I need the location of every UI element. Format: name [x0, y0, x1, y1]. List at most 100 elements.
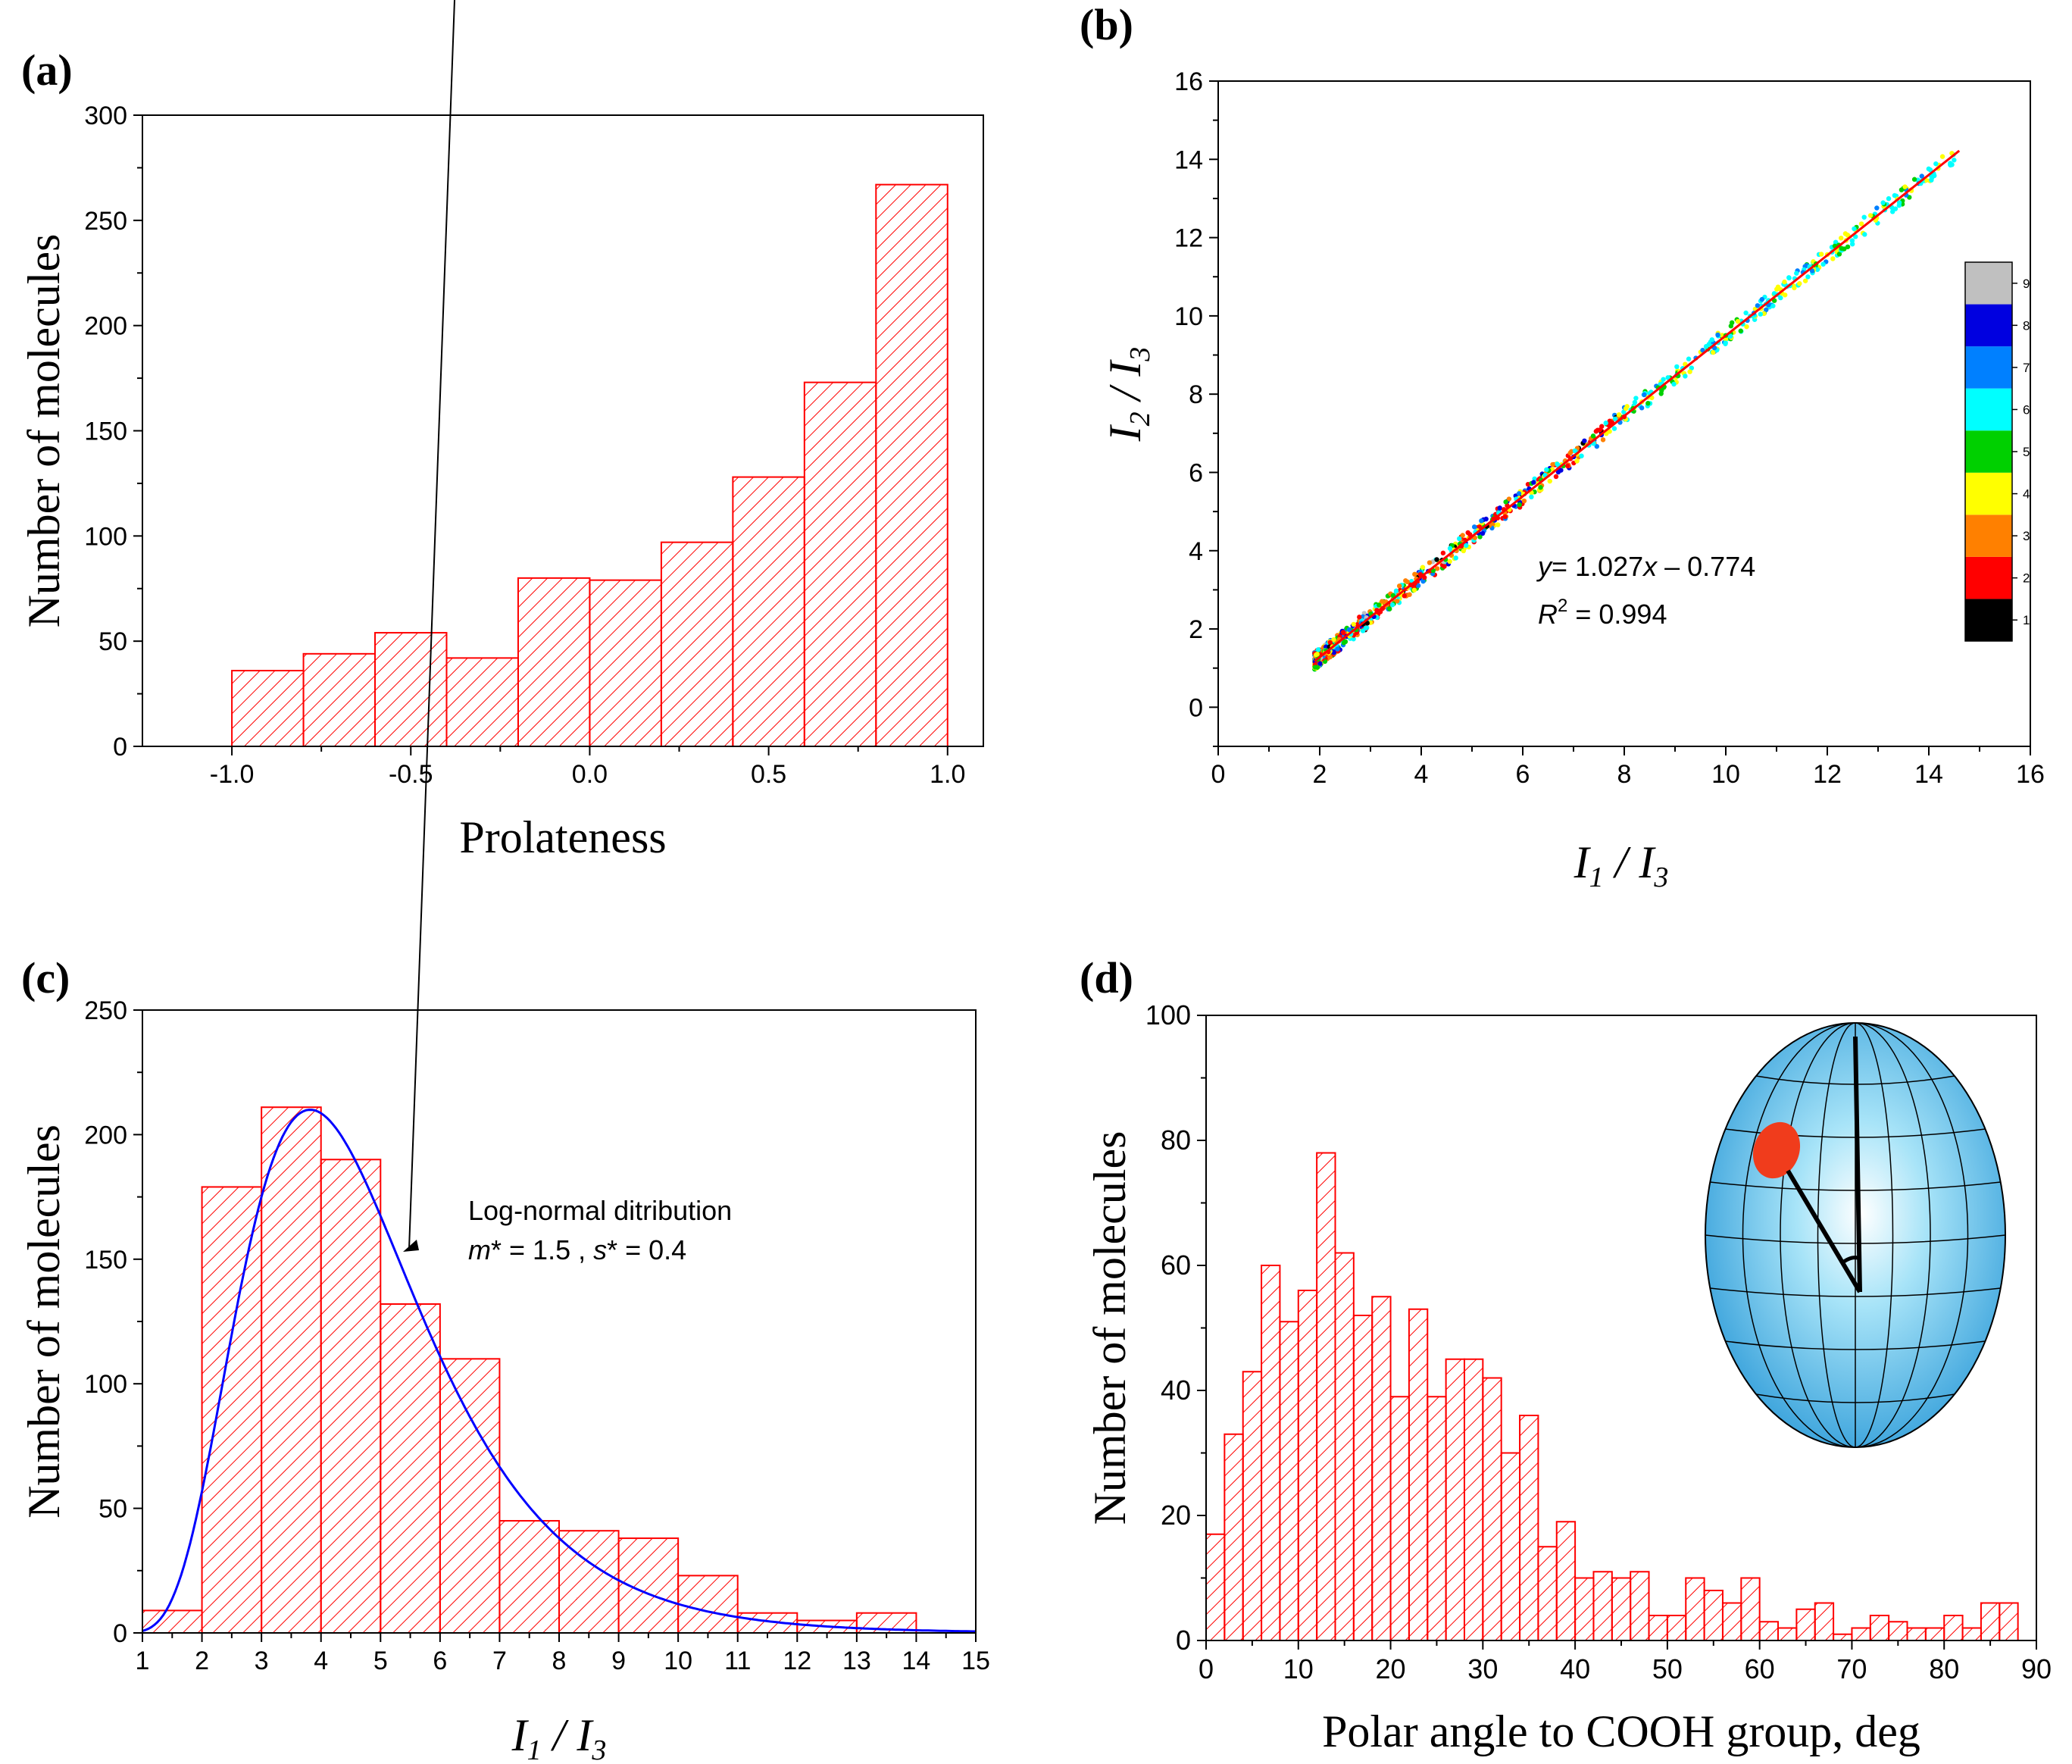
- scatter-point: [1327, 640, 1333, 646]
- histogram-bar: [1427, 1396, 1447, 1641]
- histogram-bar: [1888, 1621, 1908, 1641]
- scatter-point: [1538, 485, 1543, 490]
- scatter-point: [1340, 630, 1346, 635]
- x-tick-label: 13: [842, 1647, 871, 1675]
- scatter-point: [1802, 278, 1808, 283]
- colorbar-swatch: [1965, 472, 2012, 515]
- x-tick-label: 4: [1414, 760, 1429, 789]
- y-tick-label: 60: [1161, 1250, 1191, 1281]
- x-tick-label: 14: [1914, 760, 1943, 789]
- histogram-bar: [231, 670, 305, 747]
- colorbar-label: 8: [2023, 318, 2030, 333]
- scatter-point: [1902, 184, 1908, 189]
- chart-d: (d) 0 10 20 30 40 50 60 70 80 90 0 20 40 60 80 100 Pola…: [1080, 953, 2052, 1756]
- scatter-point: [1642, 392, 1647, 398]
- scatter-point: [1632, 399, 1638, 405]
- y-tick-label: 0: [113, 1619, 127, 1648]
- scatter-point: [1794, 271, 1799, 276]
- scatter-point: [1818, 252, 1824, 257]
- scatter-point: [1639, 405, 1645, 411]
- scatter-point: [1314, 652, 1320, 657]
- y-tick-label: 2: [1189, 615, 1203, 644]
- histogram-bar: [1721, 1602, 1742, 1641]
- y-tick-label: 80: [1161, 1124, 1191, 1156]
- scatter-point: [1529, 494, 1534, 500]
- x-tick-label: 40: [1560, 1653, 1590, 1684]
- scatter-point: [1314, 665, 1320, 670]
- histogram-bar: [261, 1106, 322, 1634]
- parallel: [1710, 1287, 2001, 1297]
- colorbar-swatch: [1965, 556, 2012, 599]
- y-tick-label: 0: [113, 733, 127, 762]
- y-tick-label: 4: [1189, 537, 1203, 566]
- y-tick-label: 50: [98, 627, 127, 656]
- histogram-bar: [1371, 1296, 1392, 1641]
- annotation-arrow-line: [408, 0, 455, 1250]
- scatter-point: [1861, 214, 1867, 220]
- x-tick-label: 10: [1711, 760, 1740, 789]
- histogram-bar: [1574, 1577, 1595, 1641]
- scatter-point: [1471, 524, 1477, 530]
- histogram-bar: [1408, 1308, 1429, 1641]
- y-tick-label: 150: [84, 1246, 127, 1275]
- scatter-point: [1874, 205, 1880, 211]
- histogram-bar: [1795, 1608, 1816, 1641]
- scatter-point: [1886, 195, 1892, 202]
- histogram-bar: [1648, 1615, 1668, 1641]
- scatter-point: [1689, 365, 1695, 371]
- histogram-bar: [1261, 1265, 1281, 1641]
- scatter-point: [1567, 450, 1573, 456]
- scatter-point: [1412, 571, 1417, 577]
- scatter-point: [1544, 467, 1549, 472]
- histogram-bar: [1334, 1252, 1355, 1641]
- histogram-bar: [732, 476, 805, 747]
- scatter-point: [1555, 461, 1560, 467]
- y-tick-label: 6: [1189, 458, 1203, 487]
- scatter-point: [1880, 200, 1886, 205]
- scatter-point: [1327, 654, 1333, 660]
- colorbar-frame: [1964, 261, 2013, 642]
- scatter-point: [1603, 421, 1608, 426]
- scatter-point: [1820, 261, 1826, 267]
- colorbar-label: 5: [2023, 445, 2030, 459]
- histogram-bar: [1758, 1621, 1780, 1641]
- histogram-bar: [1814, 1602, 1835, 1641]
- y-tick-label: 250: [84, 996, 127, 1025]
- x-tick-label: 0.5: [751, 760, 786, 789]
- histogram-bar: [1389, 1396, 1410, 1641]
- histogram-bar: [1500, 1452, 1521, 1641]
- scatter-point: [1516, 491, 1522, 496]
- y-tick-label: 12: [1174, 224, 1203, 253]
- x-tick-label: 16: [2016, 760, 2045, 789]
- histogram-bar: [1537, 1546, 1558, 1641]
- scatter-point: [1453, 555, 1458, 561]
- histogram-bar: [1592, 1571, 1613, 1641]
- scatter-point: [1550, 461, 1555, 468]
- scatter-point: [1377, 602, 1382, 608]
- scatter-point: [1460, 533, 1465, 538]
- scatter-point: [1758, 311, 1764, 317]
- scatter-point: [1461, 548, 1467, 554]
- scatter-point: [1346, 627, 1352, 633]
- scatter-point: [1782, 279, 1787, 285]
- scatter-point: [1783, 292, 1788, 298]
- scatter-point: [1633, 396, 1639, 401]
- x-tick-label: 3: [255, 1647, 269, 1675]
- scatter-point: [1896, 200, 1902, 205]
- scatter-point: [1506, 496, 1512, 502]
- fit-line-b: [1314, 149, 1961, 662]
- lognormal-curve: [142, 1109, 976, 1633]
- scatter-point: [1335, 646, 1340, 652]
- x-axis-label-c: I1 / I3: [511, 1710, 607, 1764]
- scatter-point: [1531, 480, 1536, 485]
- scatter-point: [1402, 593, 1408, 599]
- colorbar-label: 3: [2023, 529, 2030, 543]
- scatter-point: [1723, 340, 1728, 346]
- scatter-point: [1778, 295, 1783, 301]
- histogram-bar: [1961, 1627, 1982, 1641]
- x-tick-label: 8: [1617, 760, 1632, 789]
- scatter-point: [1814, 267, 1820, 272]
- scatter-point: [1759, 296, 1765, 302]
- scatter-point: [1434, 566, 1440, 571]
- scatter-point: [1324, 644, 1329, 649]
